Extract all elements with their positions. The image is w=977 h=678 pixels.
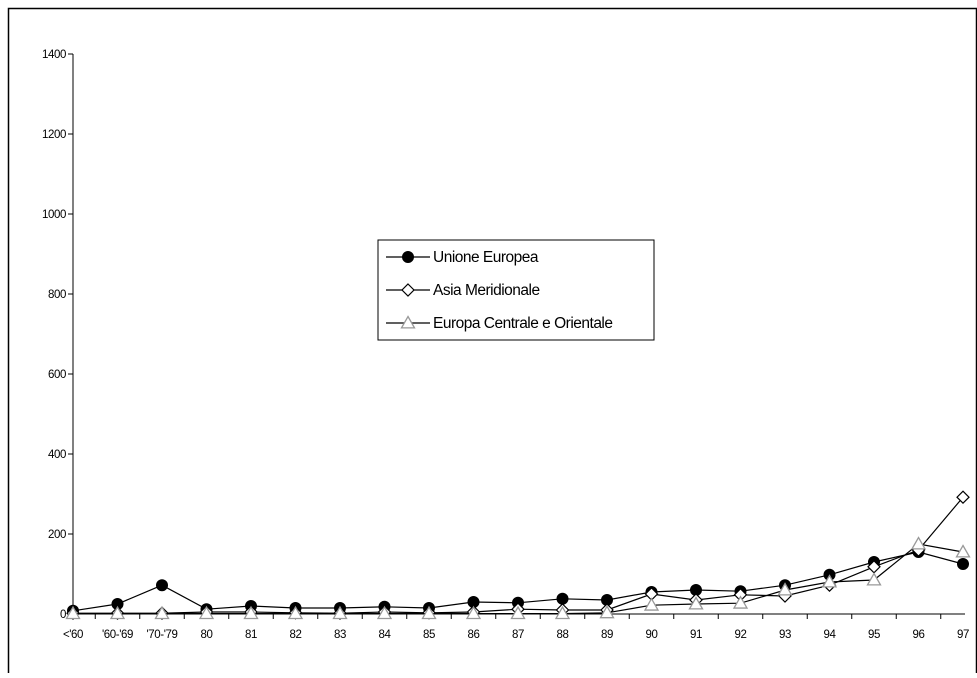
x-tick-label: '60-'69	[102, 629, 133, 641]
data-point	[65, 605, 81, 620]
x-tick-label: 92	[735, 629, 747, 641]
data-point	[287, 605, 304, 620]
x-tick-label: 83	[334, 629, 346, 641]
data-point	[198, 605, 215, 620]
data-point	[156, 579, 168, 592]
x-tick-label: 86	[468, 629, 480, 641]
y-tick-label: 1000	[42, 209, 66, 221]
y-tick-label: 1200	[42, 129, 66, 141]
y-tick-label: 800	[48, 289, 66, 301]
legend-marker	[401, 283, 415, 297]
legend-label: Asia Meridionale	[433, 282, 540, 299]
data-point	[957, 558, 969, 570]
data-point	[243, 605, 259, 620]
data-point	[510, 605, 526, 620]
data-point	[332, 605, 348, 620]
y-tick-label: 400	[48, 449, 66, 461]
data-point	[554, 605, 571, 620]
legend-label: Unione Europea	[433, 249, 539, 266]
x-tick-label: 91	[690, 629, 702, 641]
data-point	[732, 595, 749, 609]
data-point	[465, 605, 482, 620]
series-europa-centrale-e-orientale	[65, 536, 971, 620]
x-tick-label: '70-'79	[146, 629, 177, 641]
data-point	[643, 597, 660, 611]
y-tick-label: 0	[60, 609, 66, 621]
x-tick-label: <'60	[63, 629, 83, 641]
x-tick-label: 88	[557, 629, 569, 641]
data-point	[821, 574, 838, 588]
legend-item: Europa Centrale e Orientale	[386, 315, 613, 332]
data-point	[910, 536, 927, 550]
legend-marker	[402, 251, 414, 263]
series-line	[73, 496, 964, 614]
x-tick-label: 96	[913, 629, 925, 641]
x-tick-label: 95	[868, 629, 880, 641]
axes: 0 200 400 600 800 1000 1200 1400 <'60 '60-'69 '70-…	[42, 49, 969, 641]
data-point	[376, 605, 393, 620]
x-tick-label: 97	[957, 629, 969, 641]
x-tick-label: 80	[201, 629, 213, 641]
y-tick-label: 200	[48, 529, 66, 541]
data-point	[556, 592, 569, 605]
legend-item: Unione Europea	[386, 249, 539, 266]
x-tick-label: 87	[512, 629, 524, 641]
data-point	[599, 604, 615, 619]
x-tick-label: 85	[423, 629, 435, 641]
legend-item: Asia Meridionale	[386, 282, 540, 299]
y-tick-label: 600	[48, 369, 66, 381]
x-tick-label: 90	[646, 629, 658, 641]
data-point	[777, 582, 793, 596]
x-tick-label: 82	[290, 629, 302, 641]
x-tick-label: 81	[245, 629, 257, 641]
x-tick-label: 84	[379, 629, 392, 641]
x-tick-label: 93	[779, 629, 791, 641]
legend: Unione Europea Asia Meridionale Europa Cen…	[377, 239, 655, 341]
x-tick-label: 94	[824, 629, 837, 641]
series-group	[65, 490, 971, 621]
data-point	[866, 572, 882, 586]
data-point	[956, 490, 970, 505]
data-point	[688, 596, 704, 610]
data-point	[421, 605, 437, 620]
legend-label: Europa Centrale e Orientale	[433, 315, 613, 332]
x-tick-label: 89	[601, 629, 613, 641]
legend-marker	[400, 315, 416, 329]
data-point	[154, 605, 170, 620]
data-point	[955, 544, 971, 558]
data-point	[109, 605, 126, 620]
y-tick-label: 1400	[42, 49, 66, 61]
